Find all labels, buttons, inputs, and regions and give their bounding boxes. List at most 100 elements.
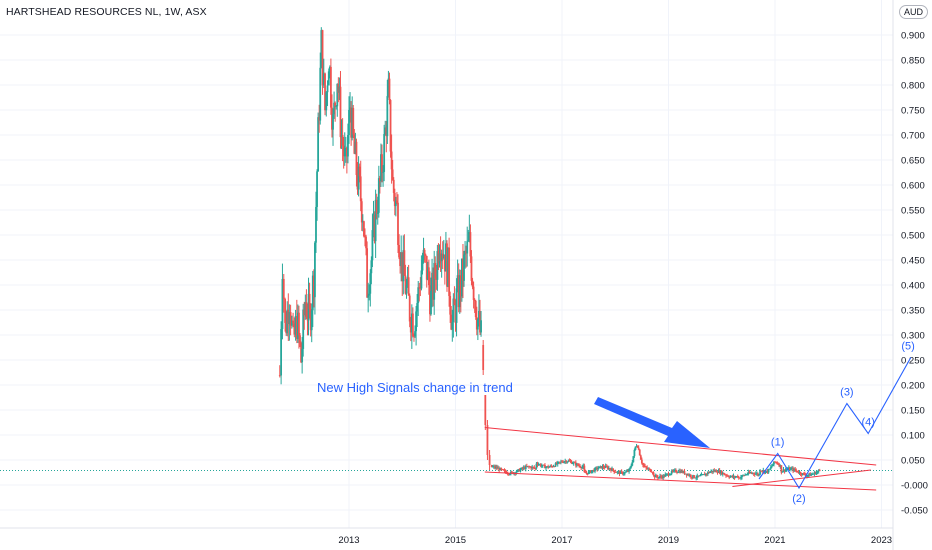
candle-body (669, 473, 672, 475)
candle-body (398, 244, 400, 258)
candle-body (495, 466, 497, 468)
candle-body (794, 468, 797, 471)
candle-body (808, 473, 810, 476)
candle-body (671, 470, 674, 472)
candle-body (492, 466, 495, 468)
candle-body (583, 465, 586, 473)
candle-body (793, 468, 796, 471)
candle-body (548, 466, 551, 468)
candle-body (755, 473, 758, 475)
candle-body (546, 466, 548, 468)
candle-body (770, 465, 773, 468)
y-tick-label: 0.350 (901, 306, 925, 317)
candle-body (764, 471, 767, 473)
candle-body (425, 255, 428, 280)
candle-body (783, 469, 786, 472)
candle-body (767, 469, 770, 473)
candle-body (318, 117, 321, 121)
candle-body (455, 288, 458, 323)
candle-body (386, 96, 389, 137)
candle-body (619, 471, 622, 474)
candle-body (715, 470, 718, 473)
candle-body (611, 468, 613, 471)
candle-body (315, 206, 317, 243)
candle-body (454, 305, 457, 323)
candle-body (278, 375, 281, 376)
candle-body (801, 473, 804, 475)
candle-body (603, 467, 606, 469)
y-tick-label: 0.700 (901, 131, 925, 142)
candle-body (409, 321, 412, 333)
candle-body (796, 470, 799, 473)
candle-body (450, 314, 453, 330)
y-tick-label: 0.750 (901, 106, 925, 117)
candle-body (530, 466, 533, 469)
candle-body (410, 313, 413, 333)
candle-body (809, 473, 812, 476)
candle-body (285, 322, 288, 334)
candle-body (534, 468, 537, 469)
candle-body (615, 472, 618, 473)
candle-body (672, 470, 675, 472)
candle-body (302, 309, 305, 349)
candle-body (335, 106, 338, 108)
candle-body (665, 474, 668, 475)
candle-body (390, 151, 393, 170)
candle-body (437, 250, 440, 264)
symbol-title: HARTSHEAD RESOURCES NL, 1W, ASX (6, 6, 207, 18)
candle-body (429, 285, 431, 315)
candle-body (331, 107, 333, 130)
candle-body (691, 477, 693, 478)
candle-body (791, 468, 793, 470)
y-tick-label: 0.050 (901, 456, 925, 467)
candle-body (639, 455, 642, 460)
candle-body (749, 472, 752, 474)
candle-body (541, 464, 544, 466)
candle-body (703, 474, 706, 476)
candle-body (729, 476, 732, 478)
candle-body (617, 471, 620, 473)
candle-body (768, 468, 771, 470)
candle-body (430, 290, 432, 315)
candle-body (675, 470, 677, 473)
candle-body (553, 466, 556, 468)
candle-body (815, 472, 818, 475)
x-tick-label: 2021 (764, 535, 785, 546)
candle-body (633, 449, 636, 457)
candle-body (787, 467, 790, 470)
candle-body (574, 462, 577, 466)
candle-body (354, 141, 357, 154)
candle-body (364, 236, 366, 238)
currency-badge[interactable]: AUD (899, 5, 929, 19)
candle-body (380, 154, 382, 182)
candle-body (655, 475, 658, 477)
candle-body (319, 67, 322, 121)
candle-body (299, 335, 301, 344)
candle-body (545, 466, 547, 469)
y-tick-label: 0.250 (901, 356, 925, 367)
candle-body (604, 465, 607, 468)
candle-body (728, 476, 731, 478)
x-tick-label: 2015 (445, 535, 466, 546)
candle-body (292, 320, 294, 324)
candle-body (743, 475, 746, 477)
candle-body (813, 472, 816, 474)
candle-body (305, 302, 308, 317)
candle-body (718, 470, 721, 474)
candle-body (472, 286, 475, 300)
y-tick-label: -0.050 (901, 506, 928, 517)
candle-body (677, 472, 679, 473)
candle-body (508, 474, 511, 475)
candle-body (494, 466, 496, 468)
candle-body (778, 464, 781, 467)
candle-body (448, 247, 451, 297)
candle-body (761, 470, 764, 472)
candle-body (590, 471, 593, 473)
candle-body (612, 468, 615, 471)
candle-body (775, 462, 777, 463)
candle-body (555, 463, 558, 465)
candle-body (693, 475, 695, 478)
candle-body (649, 468, 652, 472)
candle-body (281, 278, 284, 330)
